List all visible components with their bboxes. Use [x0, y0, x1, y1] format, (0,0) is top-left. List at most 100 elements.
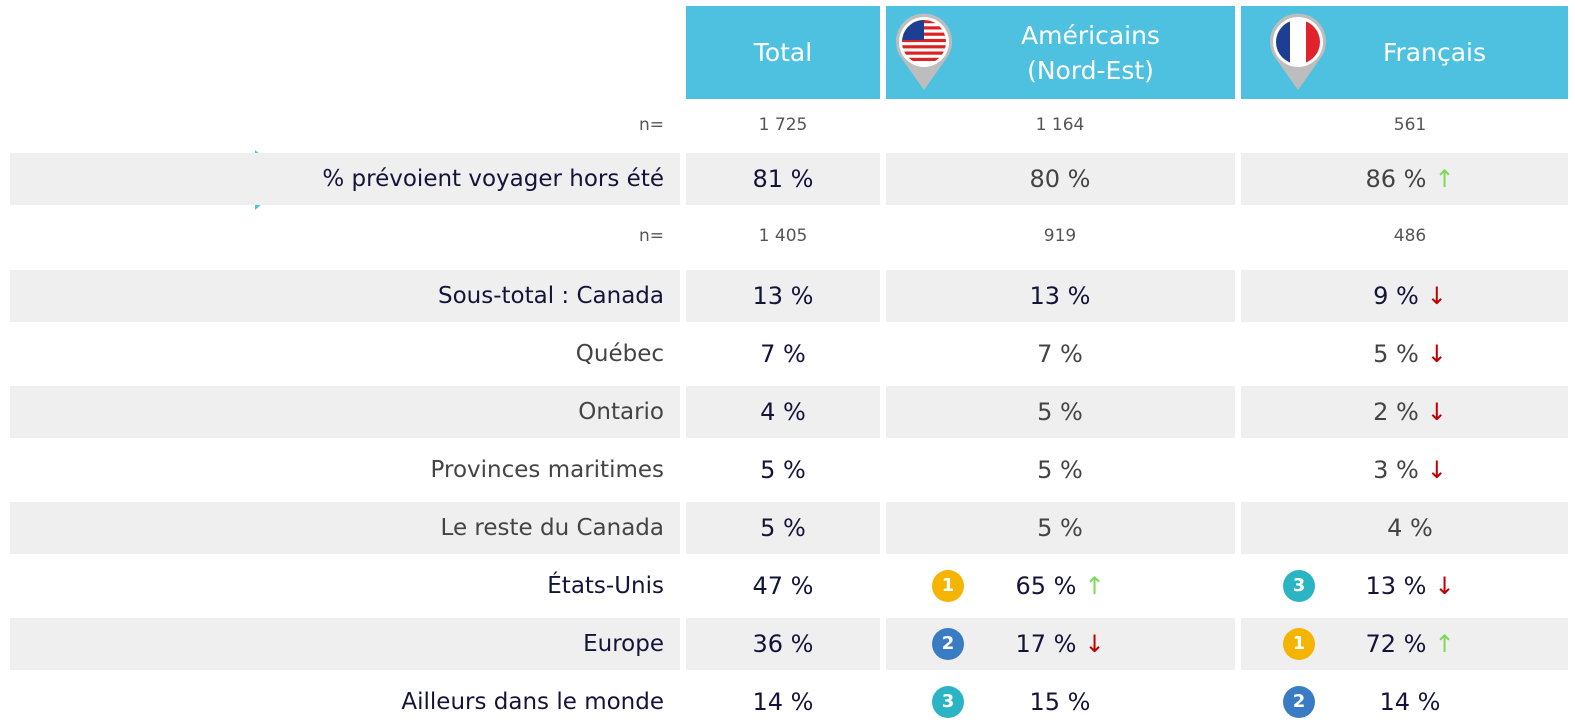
cell: 1 405: [633, 212, 933, 260]
row-band: [10, 618, 680, 670]
cell: 5 %: [633, 444, 933, 496]
cell-value: 86 %: [1365, 165, 1427, 193]
column-header: Total: [686, 6, 880, 99]
cell-value: 9 %: [1373, 282, 1419, 310]
row-label: n=: [638, 115, 664, 135]
row-band: [1241, 270, 1568, 322]
row-band: [886, 502, 1235, 554]
cell: 5 % ↓: [1260, 328, 1560, 380]
cell-value: 17 %: [1015, 630, 1077, 658]
cell: 9 % ↓: [1260, 270, 1560, 322]
cell-value: 561: [1393, 115, 1427, 135]
cell-value: 1 405: [758, 226, 808, 246]
significance-arrow: ↓: [1426, 456, 1447, 484]
cell-value: 2 %: [1373, 398, 1419, 426]
cell-value: 5 %: [1037, 456, 1083, 484]
cell: 65 % ↑: [910, 560, 1210, 612]
rank-badge: 1: [1283, 628, 1315, 660]
header-line: Français: [1382, 38, 1487, 67]
row-band: [686, 502, 880, 554]
rank-badge: 2: [932, 628, 964, 660]
cell-value: 919: [1043, 226, 1077, 246]
row-band: [686, 386, 880, 438]
rank-badge: 3: [932, 686, 964, 718]
cell: 17 % ↓: [910, 618, 1210, 670]
header-line: Américains: [1021, 20, 1160, 50]
row-band: [686, 270, 880, 322]
cell: 1 725: [633, 101, 933, 149]
cell-value: 13 %: [1365, 572, 1427, 600]
row-band: [10, 386, 680, 438]
cell: 72 % ↑: [1260, 618, 1560, 670]
row-label: Le reste du Canada: [440, 515, 664, 541]
row-label: Ontario: [578, 399, 664, 425]
header-line: Total: [753, 38, 813, 67]
cell-value: 3 %: [1373, 456, 1419, 484]
row-band: [1241, 502, 1568, 554]
row-band: [686, 618, 880, 670]
cell-value: 80 %: [1029, 165, 1091, 193]
cell: 13 %: [633, 270, 933, 322]
row-label: n=: [638, 226, 664, 246]
significance-arrow: ↓: [1426, 340, 1447, 368]
cell: 15 %: [910, 676, 1210, 728]
cell: 14 %: [1260, 676, 1560, 728]
row-band: [886, 386, 1235, 438]
cell: 561: [1260, 101, 1560, 149]
cell: 47 %: [633, 560, 933, 612]
cell: 4 %: [633, 386, 933, 438]
significance-arrow: ↑: [1084, 572, 1105, 600]
column-header: Américains (Nord-Est): [886, 6, 1235, 99]
rank-badge: 1: [932, 570, 964, 602]
row-label: % prévoient voyager hors été: [322, 166, 664, 192]
row-band: [10, 270, 680, 322]
cell: 80 %: [910, 153, 1210, 205]
cell: 5 %: [910, 386, 1210, 438]
cell-value: 15 %: [1029, 688, 1091, 716]
row-label: Provinces maritimes: [430, 457, 664, 483]
significance-arrow: ↓: [1426, 398, 1447, 426]
row-band: [10, 153, 680, 205]
cell-value: 1 164: [1035, 115, 1085, 135]
cell-value: 7 %: [1037, 340, 1083, 368]
row-band: [886, 270, 1235, 322]
significance-arrow: ↓: [1084, 630, 1105, 658]
cell-value: 13 %: [752, 282, 814, 310]
cell: 5 %: [910, 502, 1210, 554]
cell-value: 36 %: [752, 630, 814, 658]
row-label: Sous-total : Canada: [437, 283, 664, 309]
rank-badge: 2: [1283, 686, 1315, 718]
row-band: [1241, 386, 1568, 438]
cell: 7 %: [910, 328, 1210, 380]
cell: 3 % ↓: [1260, 444, 1560, 496]
row-band: [10, 502, 680, 554]
cell: 7 %: [633, 328, 933, 380]
row-label: Québec: [575, 341, 664, 367]
cell-value: 486: [1393, 226, 1427, 246]
row-label: Europe: [583, 631, 664, 657]
cell-value: 72 %: [1365, 630, 1427, 658]
cell: 4 %: [1260, 502, 1560, 554]
cell: 13 % ↓: [1260, 560, 1560, 612]
cell-value: 7 %: [760, 340, 806, 368]
row-label: États-Unis: [547, 573, 664, 599]
row-band: [686, 153, 880, 205]
row-band: [1241, 153, 1568, 205]
rank-badge: 3: [1283, 570, 1315, 602]
cell: 14 %: [633, 676, 933, 728]
cell-value: 5 %: [1037, 514, 1083, 542]
row-band: [886, 153, 1235, 205]
header-line: (Nord-Est): [1027, 55, 1154, 85]
cell: 2 % ↓: [1260, 386, 1560, 438]
cell-value: 4 %: [760, 398, 806, 426]
cell: 36 %: [633, 618, 933, 670]
cell: 86 % ↑: [1260, 153, 1560, 205]
cell-value: 5 %: [1037, 398, 1083, 426]
cell: 1 164: [910, 101, 1210, 149]
cell: 919: [910, 212, 1210, 260]
cell: 13 %: [910, 270, 1210, 322]
significance-arrow: ↓: [1426, 282, 1447, 310]
row-label: Ailleurs dans le monde: [401, 689, 664, 715]
cell: 5 %: [910, 444, 1210, 496]
